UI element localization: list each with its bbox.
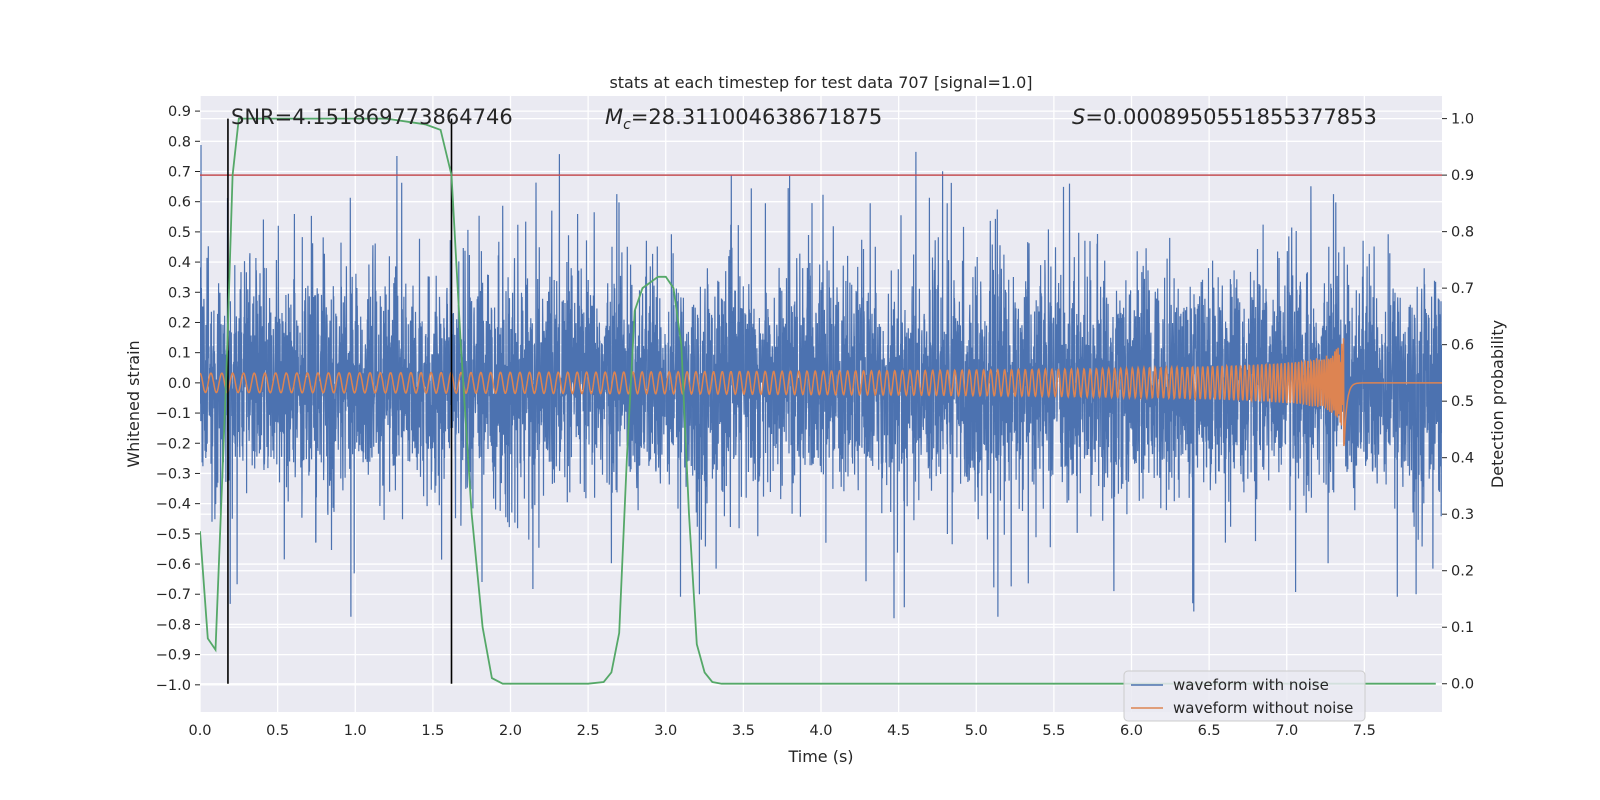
chirp-mass-symbol: M	[605, 105, 623, 129]
x-tick-label: 0.5	[266, 723, 289, 739]
y-tick-label: −0.1	[156, 406, 191, 422]
x-tick-label: 3.5	[732, 723, 755, 739]
y2-tick-label: 0.9	[1451, 168, 1474, 184]
x-tick-label: 4.5	[887, 723, 910, 739]
y2-axis-label: Detection probability	[1488, 320, 1507, 488]
y-tick-label: 0.8	[168, 134, 191, 150]
y2-tick-labels: 1.0 0.9 0.8 0.7 0.6 0.5 0.4 0.3 0.2 0.1 0.0	[1442, 112, 1474, 693]
y-tick-label: −0.5	[156, 527, 191, 543]
snr-annotation: SNR=4.151869773864746	[231, 105, 513, 129]
y-tick-label: −0.7	[156, 587, 191, 603]
legend-box	[1123, 670, 1366, 722]
x-tick-label: 5.5	[1042, 723, 1065, 739]
y-axis-label: Whitened strain	[124, 340, 143, 467]
x-tick-label: 4.0	[809, 723, 832, 739]
x-tick-label: 5.0	[965, 723, 988, 739]
x-tick-label: 1.5	[421, 723, 444, 739]
y2-tick-label: 0.7	[1451, 281, 1474, 297]
y-tick-label: 0.4	[168, 255, 191, 271]
chart-title: stats at each timestep for test data 707…	[609, 73, 1032, 92]
statistic-annotation: S=0.0008950551855377853	[1072, 105, 1377, 129]
chirp-mass-value: =28.311004638671875	[631, 105, 882, 129]
y-tick-label: −1.0	[156, 678, 191, 694]
y2-tick-label: 0.0	[1451, 677, 1474, 693]
x-tick-label: 2.5	[577, 723, 600, 739]
chirp-mass-subscript: c	[623, 117, 631, 133]
y-tick-label: −0.2	[156, 436, 191, 452]
y2-tick-label: 0.1	[1451, 620, 1474, 636]
x-tick-label: 6.5	[1198, 723, 1221, 739]
y-tick-label: 0.0	[168, 376, 191, 392]
y2-tick-label: 0.4	[1451, 451, 1474, 467]
y-tick-label: 0.1	[168, 346, 191, 362]
y-tick-label: 0.2	[168, 315, 191, 331]
plot-series	[200, 117, 1442, 685]
y-tick-label: −0.3	[156, 466, 191, 482]
y2-tick-label: 0.2	[1451, 564, 1474, 580]
y2-tick-label: 0.5	[1451, 394, 1474, 410]
y-tick-label: 0.9	[168, 104, 191, 120]
chirp-mass-annotation: Mc=28.311004638671875	[605, 105, 882, 133]
y-tick-label: −0.8	[156, 617, 191, 633]
y-tick-label: 0.3	[168, 285, 191, 301]
x-tick-label: 7.5	[1353, 723, 1376, 739]
y-tick-label: 0.7	[168, 164, 191, 180]
x-axis-label: Time (s)	[787, 747, 853, 766]
statistic-value: =0.0008950551855377853	[1085, 105, 1377, 129]
y-tick-label: −0.4	[156, 497, 191, 513]
x-tick-label: 0.0	[188, 723, 211, 739]
statistic-symbol: S	[1072, 105, 1085, 129]
y-tick-label: 0.5	[168, 225, 191, 241]
y2-tick-label: 0.8	[1451, 225, 1474, 241]
y-tick-label: −0.6	[156, 557, 191, 573]
y-tick-label: 0.6	[168, 195, 191, 211]
y2-tick-label: 0.3	[1451, 507, 1474, 523]
y2-tick-label: 0.6	[1451, 338, 1474, 354]
x-tick-label: 7.0	[1275, 723, 1298, 739]
x-tick-label: 2.0	[499, 723, 522, 739]
x-tick-label: 3.0	[654, 723, 677, 739]
x-tick-label: 6.0	[1120, 723, 1143, 739]
x-tick-labels: 0.0 0.5 1.0 1.5 2.0 2.5 3.0 3.5 4.0 4.5 5.0 5.5 6.0 6…	[188, 723, 1375, 739]
series-detection-probability	[200, 117, 1436, 685]
legend: waveform with noise waveform without noi…	[1123, 670, 1366, 722]
legend-label-noise: waveform with noise	[1173, 676, 1329, 694]
legend-label-clean: waveform without noise	[1173, 699, 1353, 717]
x-tick-label: 1.0	[344, 723, 367, 739]
y-tick-labels: 0.9 0.8 0.7 0.6 0.5 0.4 0.3 0.2 0.1 0.0 −0.1 −0.2 −0…	[156, 104, 200, 694]
series-waveform-without-noise	[200, 338, 1442, 447]
y-tick-label: −0.9	[156, 648, 191, 664]
y2-tick-label: 1.0	[1451, 112, 1474, 128]
